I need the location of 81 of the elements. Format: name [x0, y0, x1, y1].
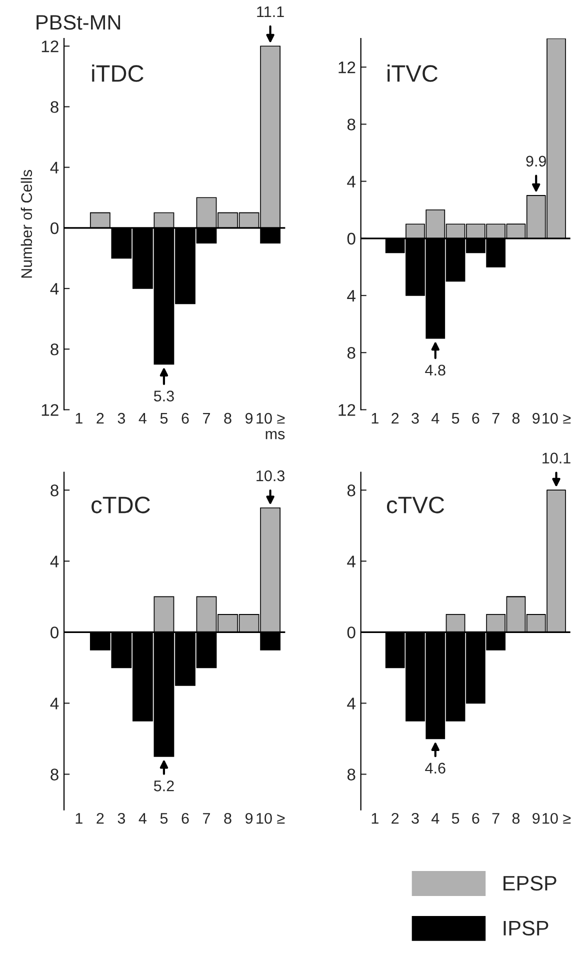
- x-tick-label: 7: [492, 413, 500, 424]
- x-tick-label: 3: [412, 812, 419, 824]
- y-tick-label: 4: [50, 698, 59, 710]
- annotation: 11.1: [257, 6, 284, 17]
- x-tick-label: 2: [392, 412, 399, 424]
- x-tick-label: 2: [96, 412, 104, 424]
- x-tick-label: 3: [412, 412, 419, 424]
- y-axis-title: Number of Cells: [20, 170, 32, 278]
- x-tick-label: 5: [452, 813, 460, 824]
- y-tick-label: 0: [347, 232, 356, 245]
- y-tick-label: 8: [347, 347, 356, 359]
- legend-label: IPSP: [504, 920, 548, 936]
- annotation: 4.6: [425, 762, 446, 774]
- x-tick-label: 10 ≥: [542, 412, 571, 424]
- x-tick-label: 10 ≥: [542, 812, 571, 824]
- x-tick-label: 5: [160, 413, 168, 424]
- y-tick-label: 8: [50, 768, 58, 780]
- y-tick-label: 4: [347, 698, 356, 710]
- y-tick-label: 4: [347, 290, 356, 302]
- x-axis-title: ms: [266, 430, 285, 440]
- x-tick-label: 4: [431, 813, 440, 824]
- y-tick-label: 8: [347, 484, 356, 496]
- x-tick-label: 4: [138, 813, 147, 824]
- x-tick-label: 8: [224, 412, 232, 424]
- y-tick-label: 4: [50, 283, 59, 295]
- x-tick-label: 1: [372, 813, 378, 824]
- annotation: 10.1: [542, 452, 570, 464]
- y-tick-label: 12: [338, 404, 356, 416]
- y-tick-label: 0: [50, 626, 59, 638]
- text: iTVC: [388, 64, 438, 82]
- y-tick-label: 8: [347, 768, 356, 780]
- legend-label: EPSP: [504, 876, 556, 891]
- x-tick-label: 8: [512, 412, 520, 424]
- x-tick-label: 7: [203, 413, 210, 424]
- x-tick-label: 1: [372, 413, 378, 424]
- x-tick-label: 9: [245, 412, 253, 424]
- y-tick-label: 4: [50, 556, 59, 568]
- x-tick-label: 3: [118, 412, 126, 424]
- x-tick-label: 6: [472, 412, 480, 424]
- annotation: 5.2: [154, 780, 174, 792]
- y-tick-label: 4: [347, 556, 356, 568]
- x-tick-label: 9: [532, 412, 540, 424]
- y-tick-label: 4: [50, 162, 59, 174]
- x-tick-label: 9: [532, 812, 540, 824]
- x-tick-label: 9: [245, 812, 253, 824]
- y-tick-label: 8: [50, 344, 58, 356]
- x-tick-label: 4: [138, 413, 147, 424]
- x-tick-label: 6: [182, 812, 189, 824]
- y-tick-label: 4: [347, 176, 356, 188]
- text: cTVC: [386, 496, 444, 514]
- annotation: 5.3: [154, 390, 174, 402]
- annotation: 9.9: [526, 156, 546, 167]
- text: cTDC: [92, 496, 150, 514]
- x-tick-label: 2: [96, 812, 104, 824]
- x-tick-label: 4: [431, 413, 440, 424]
- y-tick-label: 12: [42, 404, 58, 416]
- x-tick-label: 2: [392, 812, 399, 824]
- text: iTDC: [92, 64, 144, 82]
- y-tick-label: 8: [50, 101, 58, 113]
- x-tick-label: 1: [76, 413, 82, 424]
- y-tick-label: 12: [42, 40, 58, 52]
- y-tick-label: 0: [347, 626, 356, 638]
- x-tick-label: 8: [512, 812, 520, 824]
- annotation: 4.8: [425, 364, 446, 376]
- x-tick-label: 8: [224, 812, 232, 824]
- x-tick-label: 10 ≥: [256, 412, 285, 424]
- x-tick-label: 6: [472, 812, 480, 824]
- y-tick-label: 12: [338, 62, 356, 74]
- annotation: 10.3: [256, 470, 284, 482]
- x-tick-label: 5: [160, 813, 168, 824]
- y-tick-label: 8: [347, 118, 356, 130]
- x-tick-label: 6: [182, 412, 189, 424]
- x-tick-label: 5: [452, 413, 460, 424]
- x-tick-label: 7: [492, 813, 500, 824]
- y-tick-label: 8: [50, 484, 58, 496]
- x-tick-label: 1: [76, 813, 82, 824]
- x-tick-label: 7: [203, 813, 210, 824]
- x-tick-label: 3: [118, 812, 126, 824]
- y-tick-label: 0: [50, 222, 59, 234]
- text: PBSt-MN: [36, 15, 120, 30]
- x-tick-label: 10 ≥: [256, 812, 285, 824]
